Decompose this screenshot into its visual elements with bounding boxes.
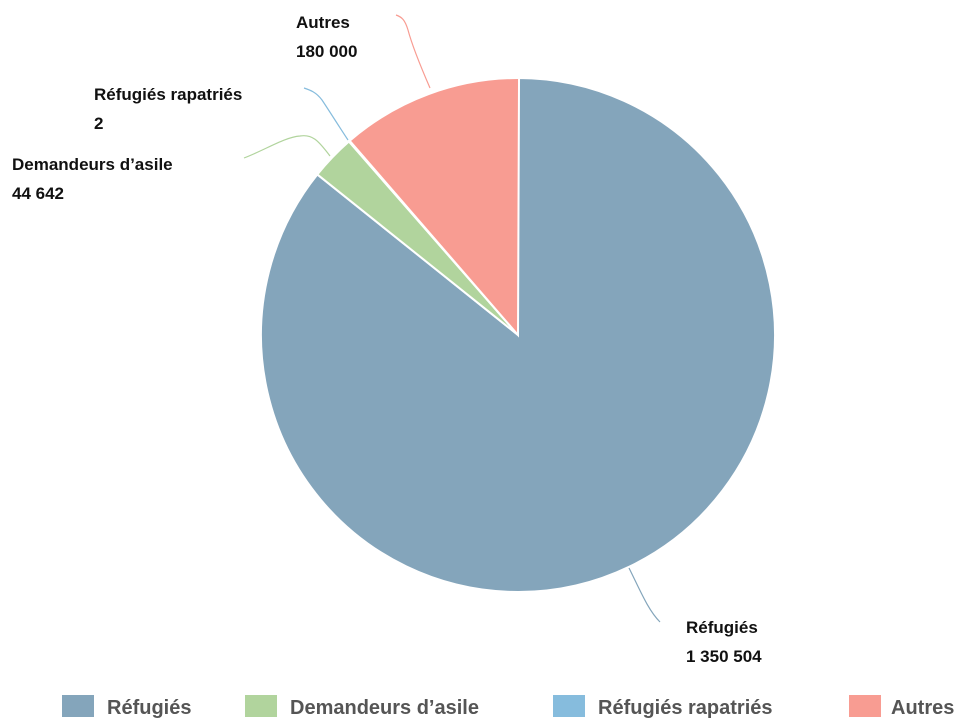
legend-swatch-refugies [62, 695, 94, 717]
legend-label-autres: Autres [891, 697, 954, 719]
legend-swatch-rapatries [553, 695, 585, 717]
pie-slice-autres [348, 77, 521, 338]
leader-line-refugies [628, 567, 661, 623]
slice-value-refugies: 1 350 504 [686, 647, 762, 666]
legend: Réfugiés Demandeurs d’asile Réfugiés rap… [62, 695, 954, 719]
pie-slice-refugies [260, 76, 776, 593]
leader-line-rapatries [303, 87, 349, 141]
legend-label-refugies: Réfugiés [107, 697, 191, 719]
slice-label-rapatries: Réfugiés rapatriés [94, 85, 242, 104]
legend-label-rapatries: Réfugiés rapatriés [598, 697, 773, 719]
slice-value-demandeurs: 44 642 [12, 184, 64, 203]
pie-slices [260, 76, 776, 593]
slice-value-rapatries: 2 [94, 114, 103, 133]
slice-label-refugies: Réfugiés [686, 618, 758, 637]
legend-swatch-demandeurs [245, 695, 277, 717]
slice-label-demandeurs: Demandeurs d’asile [12, 155, 173, 174]
slice-value-autres: 180 000 [296, 42, 357, 61]
leader-line-autres [395, 14, 431, 89]
legend-label-demandeurs: Demandeurs d’asile [290, 697, 479, 719]
legend-swatch-autres [849, 695, 881, 717]
slice-label-autres: Autres [296, 13, 350, 32]
leader-line-demandeurs [243, 135, 331, 159]
